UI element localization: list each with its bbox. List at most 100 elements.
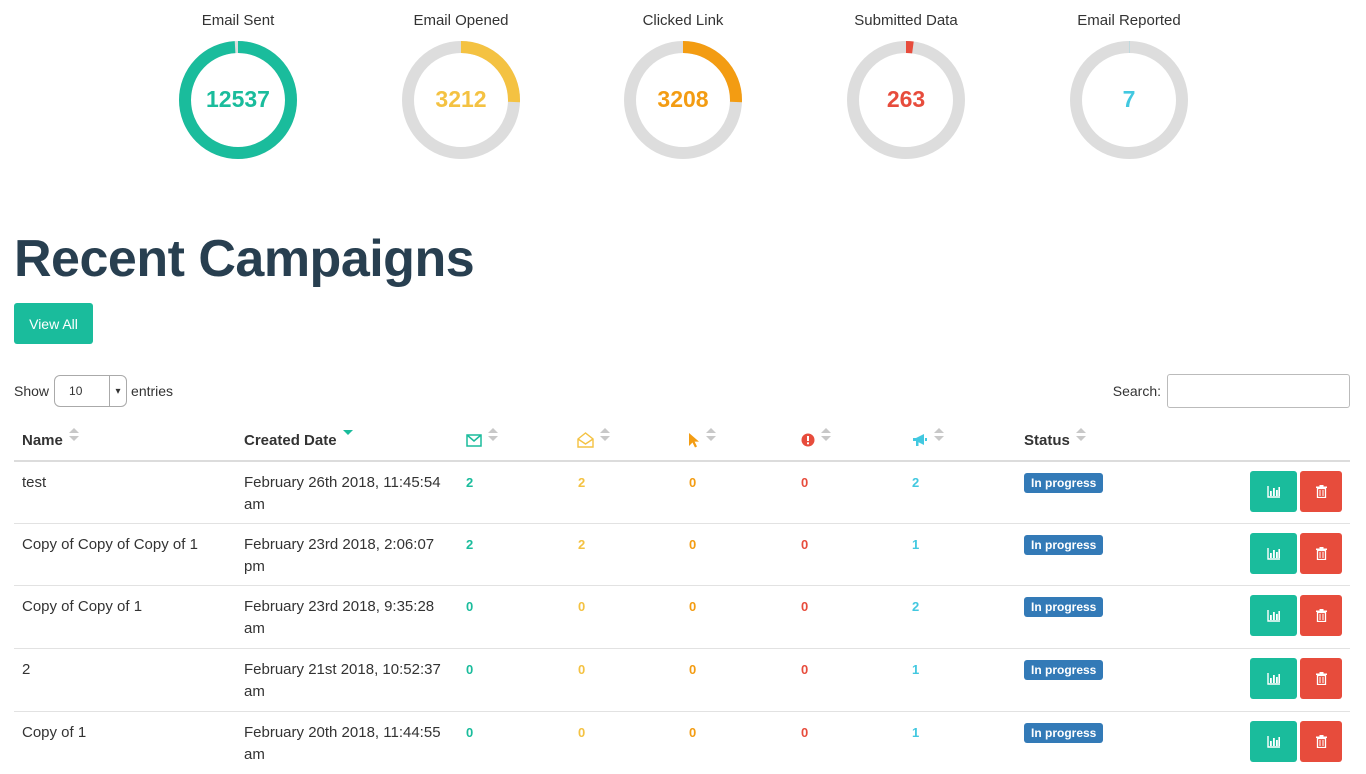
stat-ring: 3212 — [402, 41, 520, 159]
submitted-count: 0 — [801, 475, 809, 490]
table-row: 2 February 21st 2018, 10:52:37 am 0 0 0 0… — [14, 649, 1350, 712]
campaign-name: Copy of Copy of Copy of 1 — [22, 536, 198, 553]
submitted-count: 0 — [801, 599, 809, 614]
sent-count: 0 — [466, 725, 474, 740]
delete-button[interactable] — [1300, 595, 1342, 636]
page-length-select[interactable]: 10 ▾ — [54, 375, 128, 407]
view-results-button[interactable] — [1250, 595, 1297, 636]
reported-count: 2 — [912, 599, 920, 614]
stat-ring: 7 — [1070, 41, 1188, 159]
stat-ring: 12537 — [179, 41, 297, 159]
column-header-status[interactable]: Status — [1024, 420, 1086, 460]
trash-icon — [1315, 609, 1327, 622]
column-label: Name — [22, 431, 63, 449]
stat-value: 3208 — [657, 86, 708, 112]
column-header-submitted[interactable] — [801, 420, 831, 460]
status-badge: In progress — [1024, 535, 1104, 555]
stat-value: 3212 — [435, 86, 486, 112]
column-header-sent[interactable] — [466, 420, 498, 460]
mouse-pointer-icon — [689, 433, 699, 448]
view-results-button[interactable] — [1250, 471, 1297, 512]
page-title: Recent Campaigns — [14, 230, 475, 288]
column-label: Status — [1024, 431, 1070, 449]
bar-chart-icon — [1266, 485, 1280, 498]
exclamation-circle-icon — [801, 433, 815, 447]
delete-button[interactable] — [1300, 658, 1342, 699]
trash-icon — [1315, 547, 1327, 560]
status-badge: In progress — [1024, 473, 1104, 493]
submitted-count: 0 — [801, 725, 809, 740]
opened-count: 0 — [578, 662, 586, 677]
trash-icon — [1315, 672, 1327, 685]
stat-label: Email Opened — [413, 12, 509, 29]
status-badge: In progress — [1024, 597, 1104, 617]
stat-label: Clicked Link — [642, 12, 724, 29]
sort-icon — [934, 428, 944, 444]
stat-value: 7 — [1123, 86, 1136, 112]
status-badge: In progress — [1024, 660, 1104, 680]
ring-progress — [1070, 41, 1188, 159]
clicked-count: 0 — [689, 475, 697, 490]
table-header: Name Created Date — [14, 420, 1350, 462]
view-results-button[interactable] — [1250, 721, 1297, 762]
sort-icon — [706, 428, 716, 444]
table-row: Copy of 1 February 20th 2018, 11:44:55 am… — [14, 712, 1350, 774]
sent-count: 2 — [466, 537, 474, 552]
stat-value: 263 — [887, 86, 925, 112]
column-header-clicked[interactable] — [688, 420, 716, 460]
column-header-reported[interactable] — [912, 420, 944, 460]
sort-icon — [1075, 428, 1086, 444]
delete-button[interactable] — [1300, 721, 1342, 762]
opened-count: 2 — [578, 537, 586, 552]
show-label: Show — [14, 383, 50, 399]
submitted-count: 0 — [801, 662, 809, 677]
ring-progress — [179, 41, 297, 159]
sort-icon — [821, 428, 831, 444]
stat-ring: 3208 — [624, 41, 742, 159]
view-all-button[interactable]: View All — [14, 303, 93, 344]
column-label: Created Date — [244, 431, 337, 449]
campaigns-table: Name Created Date — [14, 420, 1350, 774]
bar-chart-icon — [1266, 735, 1280, 748]
created-date: February 23rd 2018, 9:35:28 am — [244, 598, 435, 637]
page-length-value: 10 — [69, 384, 83, 398]
bullhorn-icon — [913, 434, 927, 446]
reported-count: 1 — [912, 662, 920, 677]
column-header-opened[interactable] — [577, 420, 610, 460]
ring-progress — [847, 41, 965, 159]
opened-count: 0 — [578, 725, 586, 740]
delete-button[interactable] — [1300, 533, 1342, 574]
sent-count: 0 — [466, 662, 474, 677]
chevron-down-icon: ▾ — [109, 376, 126, 406]
column-header-created-date[interactable]: Created Date — [244, 420, 353, 460]
created-date: February 20th 2018, 11:44:55 am — [244, 724, 441, 763]
stat-email-opened: Email Opened 3212 — [361, 0, 561, 162]
view-results-button[interactable] — [1250, 533, 1297, 574]
column-header-name[interactable]: Name — [22, 420, 79, 460]
campaign-name: test — [22, 474, 47, 491]
table-row: test February 26th 2018, 11:45:54 am 2 2 … — [14, 462, 1350, 524]
clicked-count: 0 — [689, 725, 697, 740]
delete-button[interactable] — [1300, 471, 1342, 512]
reported-count: 1 — [912, 537, 920, 552]
search-input[interactable] — [1167, 374, 1350, 408]
submitted-count: 0 — [801, 537, 809, 552]
stat-value: 12537 — [206, 86, 270, 112]
sent-count: 2 — [466, 475, 474, 490]
clicked-count: 0 — [689, 599, 697, 614]
campaign-name: Copy of 1 — [22, 724, 87, 741]
stat-submitted-data: Submitted Data 263 — [806, 0, 1006, 162]
stats-panel: Email Sent 12537 Email Opened 3212 Click… — [0, 0, 1366, 190]
sort-icon — [600, 428, 610, 444]
view-results-button[interactable] — [1250, 658, 1297, 699]
search-label: Search: — [1112, 383, 1161, 399]
sort-desc-icon — [342, 428, 353, 444]
opened-count: 0 — [578, 599, 586, 614]
stat-label: Email Sent — [201, 12, 275, 29]
stat-label: Email Reported — [1077, 12, 1181, 29]
created-date: February 26th 2018, 11:45:54 am — [244, 474, 441, 513]
table-row: Copy of Copy of Copy of 1 February 23rd … — [14, 524, 1350, 586]
created-date: February 23rd 2018, 2:06:07 pm — [244, 536, 435, 575]
stat-email-reported: Email Reported 7 — [1029, 0, 1229, 162]
stat-email-sent: Email Sent 12537 — [138, 0, 338, 162]
